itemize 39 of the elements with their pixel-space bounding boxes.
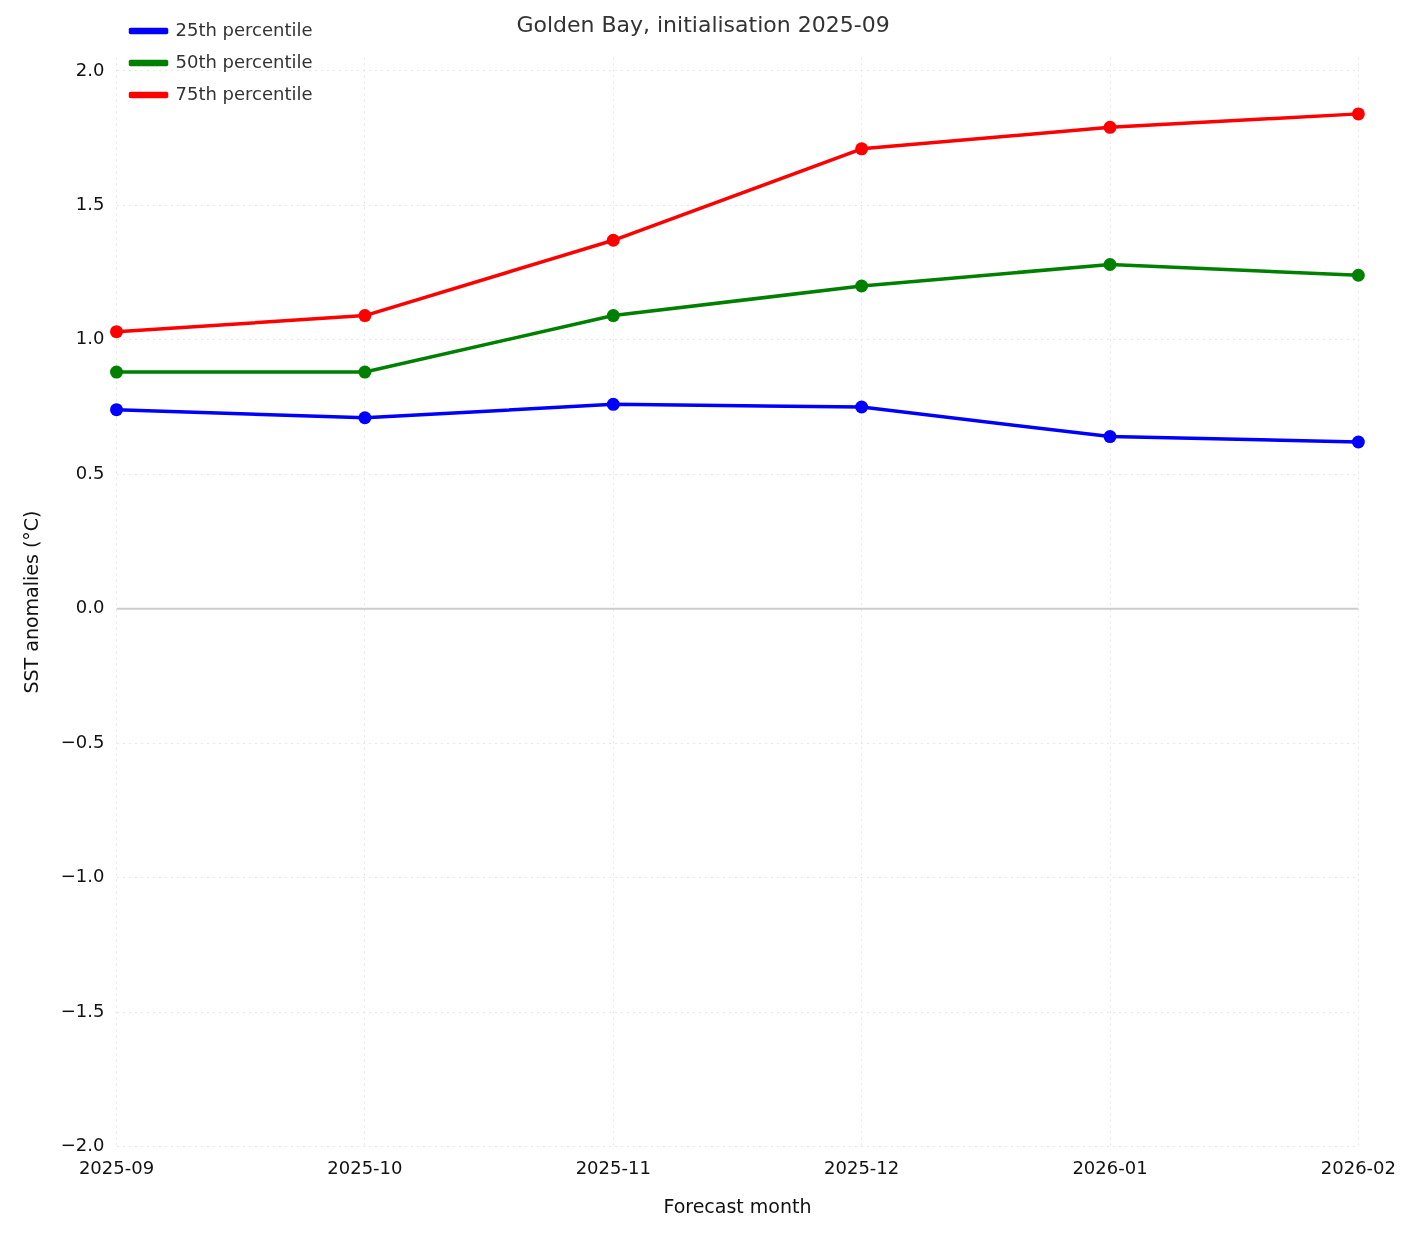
point (110, 403, 124, 417)
point (1351, 268, 1365, 282)
point (358, 411, 372, 425)
point (1103, 120, 1117, 134)
point (855, 400, 869, 414)
y-axis-title: SST anomalies (°C) (20, 510, 43, 694)
y-tick-label: 0.5 (75, 461, 105, 483)
y-tick-label: 1.5 (75, 192, 105, 214)
x-tick-label: 2025-10 (327, 1157, 403, 1179)
x-tick-label: 2025-12 (824, 1157, 900, 1179)
y-tick-label: −2.0 (60, 1134, 105, 1156)
point (855, 279, 869, 293)
point (606, 309, 620, 323)
point (1103, 430, 1117, 444)
chart-title: Golden Bay, initialisation 2025-09 (516, 11, 890, 37)
point (110, 325, 124, 339)
x-tick-label: 2026-02 (1320, 1157, 1397, 1179)
y-tick-label: −1.0 (60, 865, 105, 887)
y-tick-label: −1.5 (60, 999, 105, 1021)
legend-label: 75th percentile (175, 82, 313, 104)
legend-label: 50th percentile (175, 50, 313, 72)
point (110, 365, 124, 379)
x-tick-label: 2026-01 (1072, 1157, 1148, 1179)
legend-label: 25th percentile (175, 18, 313, 40)
point (358, 365, 372, 379)
y-tick-label: 1.0 (75, 327, 105, 349)
point (1351, 435, 1365, 449)
y-tick-label: 0.0 (75, 596, 105, 618)
x-tick-label: 2025-09 (78, 1157, 155, 1179)
x-tick-label: 2025-11 (575, 1157, 651, 1179)
point (1103, 257, 1117, 271)
point (606, 397, 620, 411)
point (1351, 107, 1365, 121)
y-tick-label: −0.5 (60, 730, 105, 752)
y-tick-label: 2.0 (75, 58, 105, 80)
point (606, 233, 620, 247)
point (855, 142, 869, 156)
point (358, 309, 372, 323)
x-axis-title: Forecast month (663, 1194, 812, 1217)
